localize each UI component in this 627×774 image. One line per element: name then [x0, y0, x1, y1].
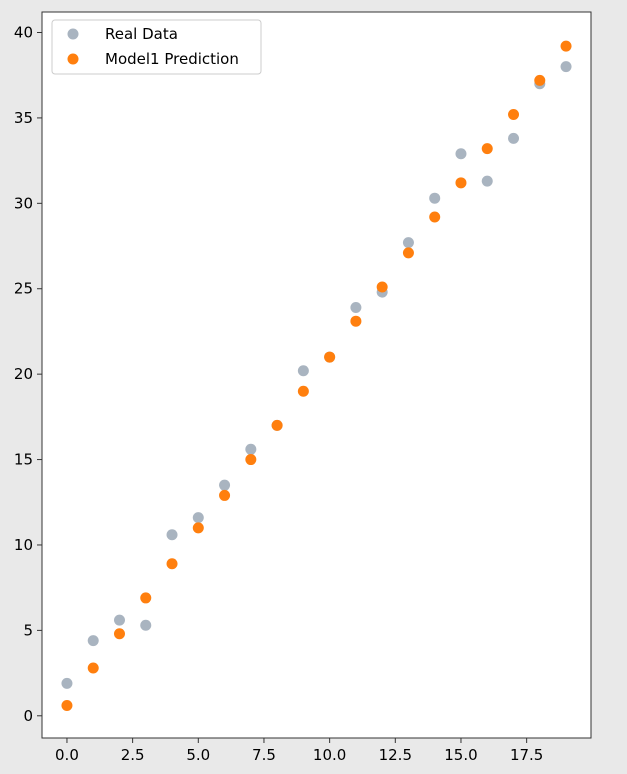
series-0-point-6	[219, 479, 231, 491]
x-tick-label-4: 10.0	[313, 746, 346, 764]
series-1-point-9	[297, 385, 309, 397]
y-axis: 0 5 10 15 20 25 30 35 40	[14, 23, 42, 725]
series-1-point-14	[429, 211, 441, 223]
x-axis: 0.0 2.5 5.0 7.5 10.0 12.5 15.0 17.5	[55, 738, 543, 764]
series-1-point-17	[508, 108, 520, 120]
x-tick-label-0: 0.0	[55, 746, 79, 764]
x-tick-label-5: 12.5	[379, 746, 412, 764]
series-0-point-19	[560, 61, 572, 73]
legend-box	[51, 19, 262, 75]
series-0-point-0	[61, 677, 73, 689]
legend-label-real-data: Real Data	[105, 25, 178, 43]
y-tick-label-4: 20	[14, 365, 33, 383]
series-0-point-1	[87, 635, 99, 647]
series-1-point-5	[192, 522, 204, 534]
series-1-point-15	[455, 177, 467, 189]
series-1	[61, 40, 572, 712]
legend-marker-real-data	[67, 28, 79, 40]
legend-marker-model1-prediction	[67, 53, 79, 65]
series-1-point-16	[481, 143, 493, 155]
series-0-point-11	[350, 302, 362, 314]
series-1-point-4	[166, 558, 178, 570]
plot-area	[42, 12, 591, 738]
series-0-point-17	[508, 132, 520, 144]
y-tick-label-3: 15	[14, 451, 33, 469]
y-tick-label-0: 0	[23, 707, 33, 725]
series-1-point-2	[113, 628, 125, 640]
y-tick-label-1: 5	[23, 621, 33, 639]
series-0-point-14	[429, 192, 441, 204]
y-tick-label-2: 10	[14, 536, 33, 554]
series-0-point-5	[192, 512, 204, 524]
series-1-point-6	[219, 489, 231, 501]
series-1-point-0	[61, 700, 73, 712]
x-tick-label-1: 2.5	[121, 746, 145, 764]
series-0-point-16	[481, 175, 493, 187]
series-1-point-7	[245, 454, 257, 466]
series-layer	[61, 40, 572, 712]
series-1-point-10	[324, 351, 336, 363]
x-tick-label-2: 5.0	[186, 746, 210, 764]
legend: Real Data Model1 Prediction	[51, 19, 262, 75]
y-tick-label-7: 35	[14, 109, 33, 127]
x-tick-label-6: 15.0	[444, 746, 477, 764]
series-0-point-4	[166, 529, 178, 541]
x-tick-label-3: 7.5	[252, 746, 276, 764]
series-0-point-9	[297, 365, 309, 377]
series-1-point-19	[560, 40, 572, 52]
x-tick-label-7: 17.5	[510, 746, 543, 764]
series-1-point-3	[140, 592, 152, 604]
legend-label-model1-prediction: Model1 Prediction	[105, 50, 239, 68]
series-0-point-3	[140, 619, 152, 631]
series-0-point-13	[402, 237, 414, 249]
series-1-point-11	[350, 315, 362, 327]
series-1-point-1	[87, 662, 99, 674]
plot-frame	[41, 11, 592, 739]
y-tick-label-5: 25	[14, 280, 33, 298]
series-1-point-13	[402, 247, 414, 259]
series-1-point-8	[271, 419, 283, 431]
series-0-point-15	[455, 148, 467, 160]
series-1-point-18	[534, 74, 546, 86]
series-0-point-7	[245, 443, 257, 455]
y-tick-label-8: 40	[14, 23, 33, 41]
series-1-point-12	[376, 281, 388, 293]
y-tick-label-6: 30	[14, 194, 33, 212]
series-0-point-2	[113, 614, 125, 626]
